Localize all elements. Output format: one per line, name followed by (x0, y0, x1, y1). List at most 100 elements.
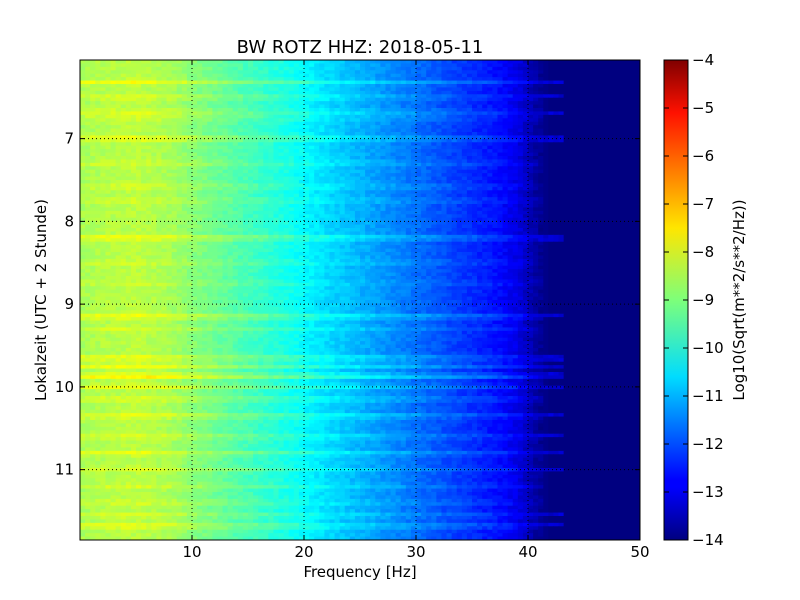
heatmap-cell (431, 190, 437, 195)
heatmap-cell (466, 73, 473, 78)
heatmap-cell (578, 66, 585, 71)
heatmap-cell (619, 101, 626, 106)
heatmap-cell (263, 214, 269, 219)
heatmap-cell (354, 210, 361, 215)
heatmap-cell (222, 162, 229, 167)
heatmap-cell (365, 200, 371, 205)
heatmap-cell (120, 135, 127, 140)
heatmap-cell (517, 173, 524, 178)
heatmap-cell (293, 114, 300, 119)
heatmap-cell (202, 84, 208, 89)
heatmap-cell (95, 169, 101, 174)
heatmap-cell (100, 214, 107, 219)
heatmap-cell (171, 66, 178, 71)
heatmap-cell (115, 210, 122, 215)
heatmap-cell (232, 180, 239, 185)
heatmap-cell (477, 152, 483, 157)
heatmap-cell (212, 214, 219, 219)
heatmap-cell (410, 87, 417, 92)
heatmap-cell (156, 104, 163, 109)
heatmap-cell (563, 190, 570, 195)
heatmap-cell (619, 207, 626, 212)
heatmap-cell (248, 121, 254, 126)
heatmap-cell (599, 118, 605, 123)
heatmap-cell (360, 118, 366, 123)
heatmap-cell (212, 204, 219, 209)
heatmap-cell (278, 128, 285, 133)
heatmap-cell (543, 84, 549, 89)
heatmap-cell (319, 149, 325, 154)
heatmap-cell (110, 128, 117, 133)
heatmap-cell (130, 135, 137, 140)
heatmap-cell (431, 197, 437, 202)
heatmap-cell (558, 173, 565, 178)
heatmap-cell (426, 111, 432, 116)
heatmap-cell (614, 84, 621, 89)
heatmap-cell (166, 77, 173, 82)
heatmap-cell (207, 101, 213, 106)
heatmap-cell (543, 73, 549, 78)
heatmap-cell (105, 169, 112, 174)
heatmap-cell (298, 156, 305, 161)
heatmap-cell (324, 63, 331, 68)
heatmap-cell (202, 70, 208, 75)
heatmap-cell (533, 169, 539, 174)
heatmap-cell (349, 125, 356, 130)
heatmap-cell (568, 73, 575, 78)
heatmap-cell (217, 197, 224, 202)
heatmap-cell (421, 166, 427, 171)
heatmap-cell (100, 152, 107, 157)
heatmap-cell (589, 90, 595, 95)
heatmap-cell (227, 97, 234, 102)
heatmap-cell (410, 162, 417, 167)
heatmap-cell (558, 97, 565, 102)
heatmap-cell (344, 101, 351, 106)
heatmap-cell (197, 118, 203, 123)
heatmap-cell (370, 66, 376, 71)
heatmap-cell (156, 204, 163, 209)
heatmap-cell (400, 193, 407, 198)
heatmap-cell (360, 70, 366, 75)
heatmap-cell (141, 73, 147, 78)
heatmap-cell (629, 101, 636, 106)
heatmap-cell (95, 111, 101, 116)
heatmap-cell (477, 169, 483, 174)
heatmap-cell (558, 114, 565, 119)
heatmap-cell (146, 125, 152, 130)
heatmap-cell (217, 101, 224, 106)
heatmap-cell (502, 66, 509, 71)
heatmap-cell (594, 118, 600, 123)
heatmap-cell (253, 114, 259, 119)
heatmap-cell (156, 63, 163, 68)
heatmap-cell (563, 94, 570, 99)
heatmap-cell (197, 94, 203, 99)
heatmap-cell (589, 166, 595, 171)
heatmap-cell (80, 180, 86, 185)
heatmap-cell (202, 114, 208, 119)
heatmap-cell (207, 128, 213, 133)
heatmap-cell (166, 173, 173, 178)
heatmap-cell (451, 173, 458, 178)
heatmap-cell (599, 169, 605, 174)
heatmap-cell (273, 135, 280, 140)
heatmap-cell (95, 214, 101, 219)
heatmap-cell (242, 108, 249, 113)
heatmap-cell (558, 138, 565, 143)
heatmap-cell (242, 145, 249, 150)
heatmap-cell (416, 166, 422, 171)
heatmap-cell (288, 84, 295, 89)
heatmap-cell (502, 87, 509, 92)
heatmap-cell (304, 166, 310, 171)
heatmap-cell (624, 138, 631, 143)
heatmap-cell (380, 162, 387, 167)
heatmap-cell (110, 180, 117, 185)
heatmap-cell (522, 145, 529, 150)
heatmap-cell (232, 70, 239, 75)
heatmap-cell (507, 135, 514, 140)
heatmap-cell (141, 90, 147, 95)
heatmap-cell (512, 66, 519, 71)
heatmap-cell (202, 214, 208, 219)
heatmap-cell (263, 80, 269, 85)
heatmap-cell (584, 210, 590, 215)
heatmap-cell (110, 197, 117, 202)
